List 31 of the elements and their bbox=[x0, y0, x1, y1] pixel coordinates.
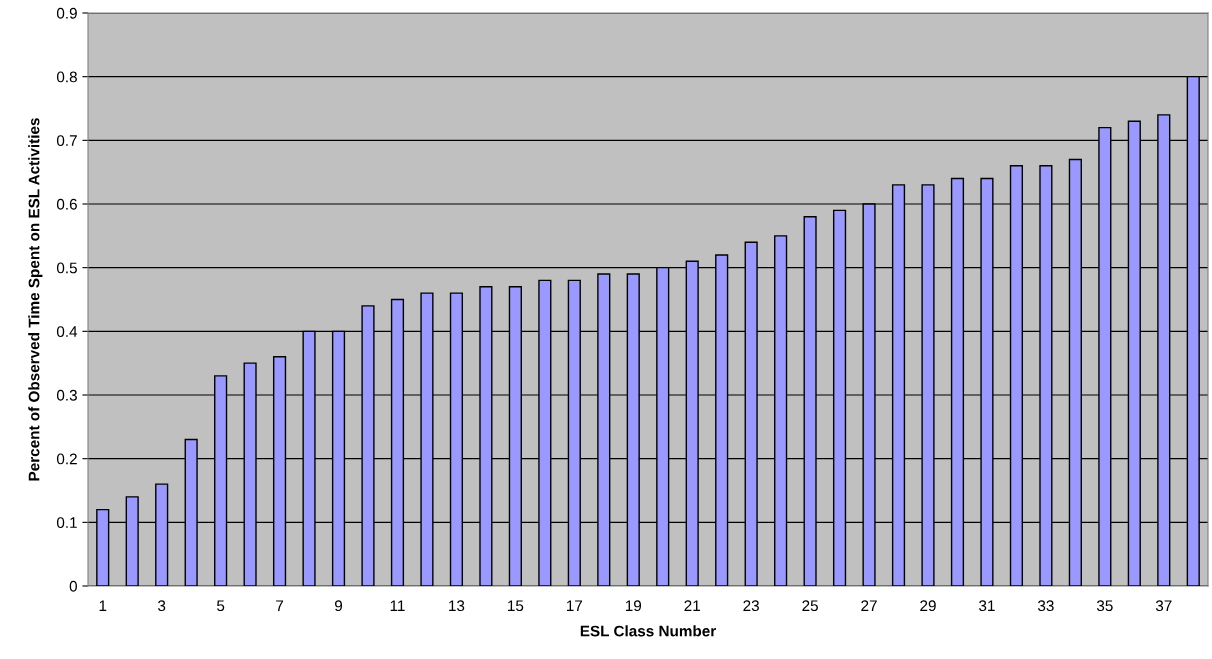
x-tick-label: 31 bbox=[979, 600, 995, 612]
x-tick-label: 37 bbox=[1155, 600, 1172, 612]
x-tick-label: 19 bbox=[625, 600, 642, 612]
x-tick-label: 13 bbox=[449, 600, 465, 612]
x-tick-label: 35 bbox=[1096, 600, 1113, 612]
x-tick-label: 1 bbox=[99, 600, 107, 611]
x-tick-label: 29 bbox=[920, 600, 936, 612]
x-tick-label: 9 bbox=[334, 600, 343, 612]
y-axis-title: Percent of Observed Time Spent on ESL Activities bbox=[28, 118, 43, 481]
x-tick-label: 25 bbox=[802, 600, 818, 612]
x-tick-label: 23 bbox=[743, 600, 759, 612]
x-tick-label: 11 bbox=[390, 600, 405, 611]
x-tick-label: 21 bbox=[684, 600, 700, 611]
y-tick-label: 0.5 bbox=[56, 262, 77, 274]
y-tick-label: 0.6 bbox=[56, 198, 77, 210]
y-tick-label: 0.2 bbox=[56, 453, 77, 465]
y-tick-label: 0 bbox=[69, 580, 77, 592]
y-tick-label: 0.7 bbox=[56, 135, 77, 147]
x-tick-label: 27 bbox=[861, 600, 877, 611]
x-tick-label: 5 bbox=[216, 600, 225, 612]
x-tick-label: 15 bbox=[508, 600, 524, 612]
x-tick-label: 7 bbox=[276, 600, 284, 611]
x-tick-label: 33 bbox=[1037, 600, 1054, 612]
x-axis-title: ESL Class Number bbox=[580, 625, 716, 637]
y-tick-label: 0.9 bbox=[56, 7, 77, 19]
y-tick-label: 0.1 bbox=[56, 517, 77, 529]
x-tick-label: 17 bbox=[566, 600, 583, 611]
x-tick-label: 3 bbox=[158, 600, 166, 612]
y-tick-label: 0.8 bbox=[56, 71, 77, 83]
y-tick-label: 0.4 bbox=[56, 326, 78, 338]
y-tick-label: 0.3 bbox=[56, 389, 77, 401]
